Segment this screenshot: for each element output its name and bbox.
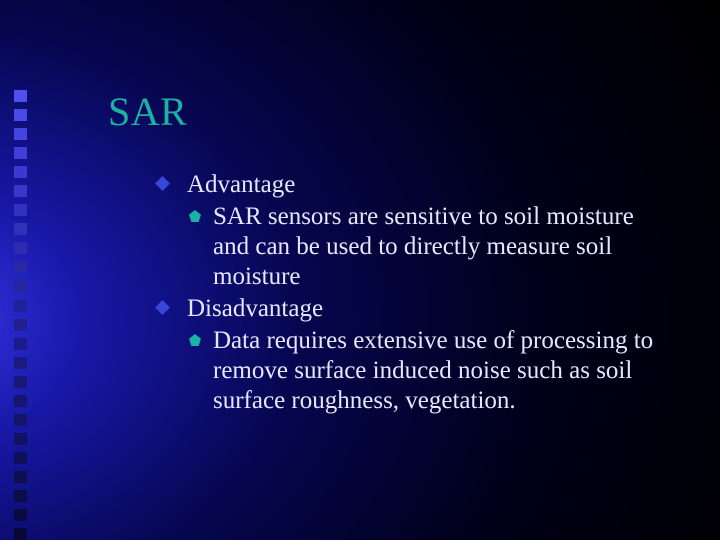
decor-square (14, 109, 27, 121)
diamond-icon (155, 300, 170, 315)
slide-body: Advantage SAR sensors are sensitive to s… (155, 170, 675, 418)
decor-strip (10, 0, 40, 540)
decor-square (14, 433, 27, 445)
decor-square (14, 128, 27, 140)
slide: SAR Advantage SAR sensors are sensitive … (0, 0, 720, 540)
decor-square (14, 280, 27, 292)
pentagon-icon (189, 210, 201, 222)
decor-square (14, 452, 27, 464)
decor-square (14, 471, 27, 483)
decor-square (14, 338, 27, 350)
decor-square (14, 414, 27, 426)
bullet-l1-text: Advantage (187, 171, 295, 198)
decor-square (14, 509, 27, 521)
decor-square (14, 319, 27, 331)
decor-square (14, 204, 27, 216)
bullet-l2-text: SAR sensors are sensitive to soil moistu… (213, 203, 634, 290)
bullet-l2: SAR sensors are sensitive to soil moistu… (155, 202, 675, 292)
decor-square (14, 261, 27, 273)
diamond-icon (155, 176, 170, 191)
slide-title: SAR (108, 92, 187, 132)
bullet-l1-text: Disadvantage (187, 295, 323, 322)
decor-square (14, 357, 27, 369)
bullet-l1: Advantage (155, 170, 675, 200)
decor-square (14, 90, 27, 102)
bullet-l2-text: Data requires extensive use of processin… (213, 327, 653, 414)
decor-square (14, 147, 27, 159)
decor-square (14, 166, 27, 178)
decor-square (14, 223, 27, 235)
decor-square (14, 395, 27, 407)
decor-square (14, 185, 27, 197)
decor-square (14, 376, 27, 388)
decor-square (14, 300, 27, 312)
decor-square (14, 242, 27, 254)
decor-square (14, 528, 27, 540)
bullet-l1: Disadvantage (155, 294, 675, 324)
pentagon-icon (189, 334, 201, 346)
decor-square (14, 490, 27, 502)
bullet-l2: Data requires extensive use of processin… (155, 326, 675, 416)
